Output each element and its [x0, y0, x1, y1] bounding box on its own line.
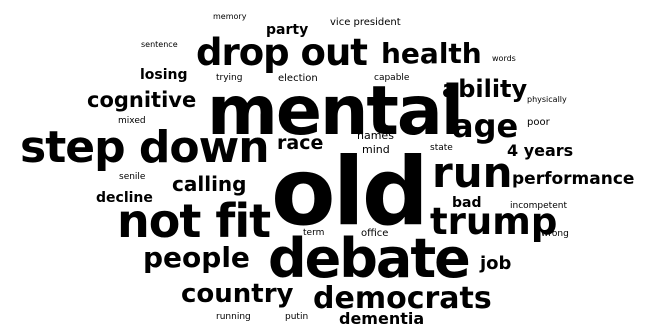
- word-old: old: [271, 138, 429, 247]
- word-cognitive: cognitive: [87, 88, 197, 112]
- word-putin: putin: [285, 312, 309, 322]
- word-office: office: [361, 228, 389, 239]
- word-step-down: step down: [20, 122, 270, 173]
- word-party: party: [266, 22, 309, 38]
- word-calling: calling: [172, 172, 247, 196]
- word-running: running: [216, 312, 251, 322]
- word-memory: memory: [213, 12, 247, 21]
- word-term: term: [303, 228, 325, 238]
- word-wrong: wrong: [541, 229, 569, 239]
- word-race: race: [277, 132, 324, 154]
- word-mixed: mixed: [118, 116, 146, 126]
- word-4-years: 4 years: [507, 141, 574, 160]
- word-vice-president: vice president: [330, 17, 401, 28]
- word-dementia: dementia: [339, 309, 425, 328]
- word-mind: mind: [362, 143, 390, 156]
- word-senile: senile: [119, 172, 146, 182]
- word-trump: trump: [430, 200, 558, 243]
- word-ability: ability: [442, 75, 528, 103]
- word-losing: losing: [140, 67, 188, 83]
- word-age: age: [452, 107, 519, 145]
- word-mental: mental: [207, 72, 464, 151]
- word-election: election: [278, 73, 318, 84]
- word-debate: debate: [268, 227, 471, 290]
- word-physically: physically: [527, 95, 567, 104]
- word-capable: capable: [374, 73, 410, 83]
- word-job: job: [480, 253, 512, 274]
- word-bad: bad: [452, 195, 482, 211]
- word-sentence: sentence: [141, 40, 178, 49]
- word-decline: decline: [96, 190, 153, 206]
- word-people: people: [143, 241, 250, 274]
- word-run: run: [432, 148, 513, 197]
- word-not-fit: not fit: [117, 194, 271, 248]
- word-poor: poor: [527, 117, 550, 128]
- word-performance: performance: [512, 169, 635, 189]
- word-state: state: [430, 143, 453, 153]
- word-words: words: [492, 54, 516, 63]
- word-incompetent: incompetent: [510, 201, 567, 211]
- word-names: names: [357, 129, 394, 142]
- word-health: health: [381, 37, 482, 70]
- word-trying: trying: [216, 73, 243, 83]
- word-country: country: [181, 279, 294, 309]
- word-democrats: democrats: [313, 281, 492, 316]
- word-drop-out: drop out: [196, 31, 368, 74]
